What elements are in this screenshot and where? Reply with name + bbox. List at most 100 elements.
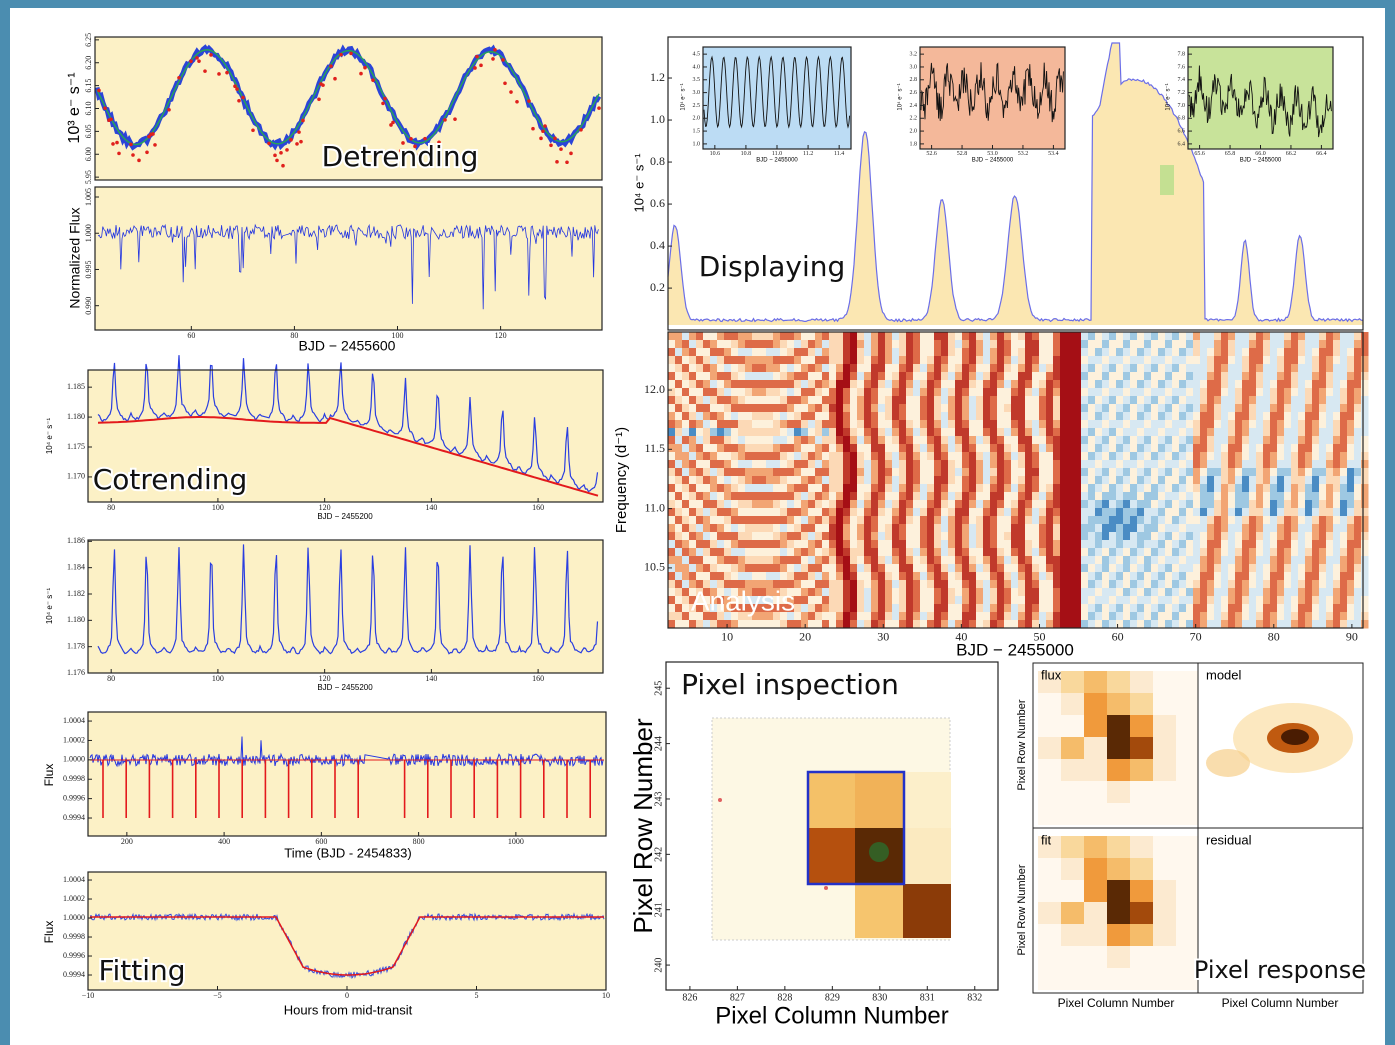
spectrogram-cell — [1298, 612, 1306, 621]
spectrogram-cell — [1347, 604, 1355, 613]
spectrogram-cell — [955, 492, 963, 501]
spectrogram-cell — [906, 396, 914, 405]
spectrogram-cell — [1144, 428, 1152, 437]
spectrogram-cell — [724, 436, 732, 445]
spectrogram-cell — [1088, 484, 1096, 493]
spectrogram-cell — [724, 452, 732, 461]
spectrogram-cell — [745, 444, 753, 453]
spectrogram-cell — [808, 500, 816, 509]
spectrogram-cell — [794, 508, 802, 517]
spectrogram-cell — [1284, 492, 1292, 501]
spectrogram-cell — [1137, 492, 1145, 501]
spectrogram-cell — [1018, 444, 1026, 453]
spectrogram-cell — [1228, 356, 1236, 365]
panel-label: Analysis — [691, 585, 795, 616]
spectrogram-cell — [955, 380, 963, 389]
spectrogram-cell — [1214, 372, 1222, 381]
spectrogram-cell — [913, 460, 921, 469]
spectrogram-cell — [1046, 444, 1054, 453]
pixel — [1084, 836, 1107, 858]
spectrogram-cell — [1298, 580, 1306, 589]
spectrogram-cell — [1144, 380, 1152, 389]
spectrogram-cell — [836, 548, 844, 557]
spectrogram-cell — [850, 444, 858, 453]
spectrogram-cell — [934, 516, 942, 525]
y-tick-label: 3.0 — [910, 64, 918, 70]
spectrogram-cell — [1039, 556, 1047, 565]
spectrogram-cell — [962, 596, 970, 605]
spectrogram-cell — [962, 444, 970, 453]
spectrogram-cell — [1305, 364, 1313, 373]
spectrogram-cell — [668, 580, 676, 589]
spectrogram-cell — [675, 476, 683, 485]
spectrogram-cell — [1137, 444, 1145, 453]
target-position — [869, 842, 889, 862]
spectrogram-cell — [731, 516, 739, 525]
spectrogram-cell — [836, 444, 844, 453]
spectrogram-cell — [808, 564, 816, 573]
spectrogram-cell — [990, 388, 998, 397]
spectrogram-cell — [829, 508, 837, 517]
spectrogram-cell — [920, 492, 928, 501]
spectrogram-cell — [955, 436, 963, 445]
spectrogram-cell — [1081, 348, 1089, 357]
spectrogram-cell — [1137, 372, 1145, 381]
spectrogram-cell — [668, 516, 676, 525]
spectrogram-cell — [906, 596, 914, 605]
spectrogram-cell — [1291, 580, 1299, 589]
pixel — [1084, 902, 1107, 924]
spectrogram-cell — [885, 420, 893, 429]
y-tick-label: 1.178 — [67, 641, 85, 650]
spectrogram-cell — [801, 364, 809, 373]
spectrogram-cell — [1060, 564, 1068, 573]
spectrogram-cell — [1277, 396, 1285, 405]
spectrogram-cell — [1312, 620, 1320, 629]
spectrogram-cell — [1123, 372, 1131, 381]
spectrogram-cell — [801, 572, 809, 581]
spectrogram-cell — [752, 524, 760, 533]
spectrogram-cell — [843, 436, 851, 445]
spectrogram-cell — [1004, 596, 1012, 605]
spectrogram-cell — [1018, 548, 1026, 557]
spectrogram-cell — [927, 572, 935, 581]
spectrogram-cell — [899, 460, 907, 469]
spectrogram-cell — [1165, 564, 1173, 573]
spectrogram-cell — [1158, 532, 1166, 541]
spectrogram-cell — [948, 380, 956, 389]
spectrogram-cell — [724, 380, 732, 389]
spectrogram-cell — [899, 412, 907, 421]
spectrogram-cell — [997, 484, 1005, 493]
spectrogram-cell — [850, 412, 858, 421]
spectrogram-cell — [1137, 356, 1145, 365]
spectrogram-cell — [1004, 484, 1012, 493]
spectrogram-cell — [1179, 532, 1187, 541]
spectrogram-cell — [1116, 580, 1124, 589]
spectrogram-cell — [766, 444, 774, 453]
spectrogram-cell — [1291, 356, 1299, 365]
spectrogram-cell — [1032, 468, 1040, 477]
spectrogram-cell — [1235, 556, 1243, 565]
spectrogram-cell — [1221, 428, 1229, 437]
spectrogram-cell — [906, 516, 914, 525]
spectrogram-cell — [1298, 396, 1306, 405]
spectrogram-cell — [1354, 404, 1362, 413]
spectrogram-cell — [773, 396, 781, 405]
spectrogram-cell — [1242, 372, 1250, 381]
spectrogram-cell — [976, 580, 984, 589]
spectrogram-cell — [1270, 580, 1278, 589]
spectrogram-cell — [1144, 596, 1152, 605]
spectrogram-cell — [983, 612, 991, 621]
spectrogram-cell — [941, 604, 949, 613]
spectrogram-cell — [1116, 484, 1124, 493]
spectrogram-cell — [1039, 548, 1047, 557]
outlier — [317, 97, 321, 101]
spectrogram-cell — [1032, 380, 1040, 389]
spectrogram-cell — [927, 580, 935, 589]
spectrogram-cell — [1277, 540, 1285, 549]
spectrogram-cell — [1123, 612, 1131, 621]
spectrogram-cell — [1144, 332, 1152, 341]
spectrogram-cell — [962, 588, 970, 597]
spectrogram-cell — [1186, 412, 1194, 421]
spectrogram-cell — [1228, 580, 1236, 589]
spectrogram-cell — [682, 484, 690, 493]
